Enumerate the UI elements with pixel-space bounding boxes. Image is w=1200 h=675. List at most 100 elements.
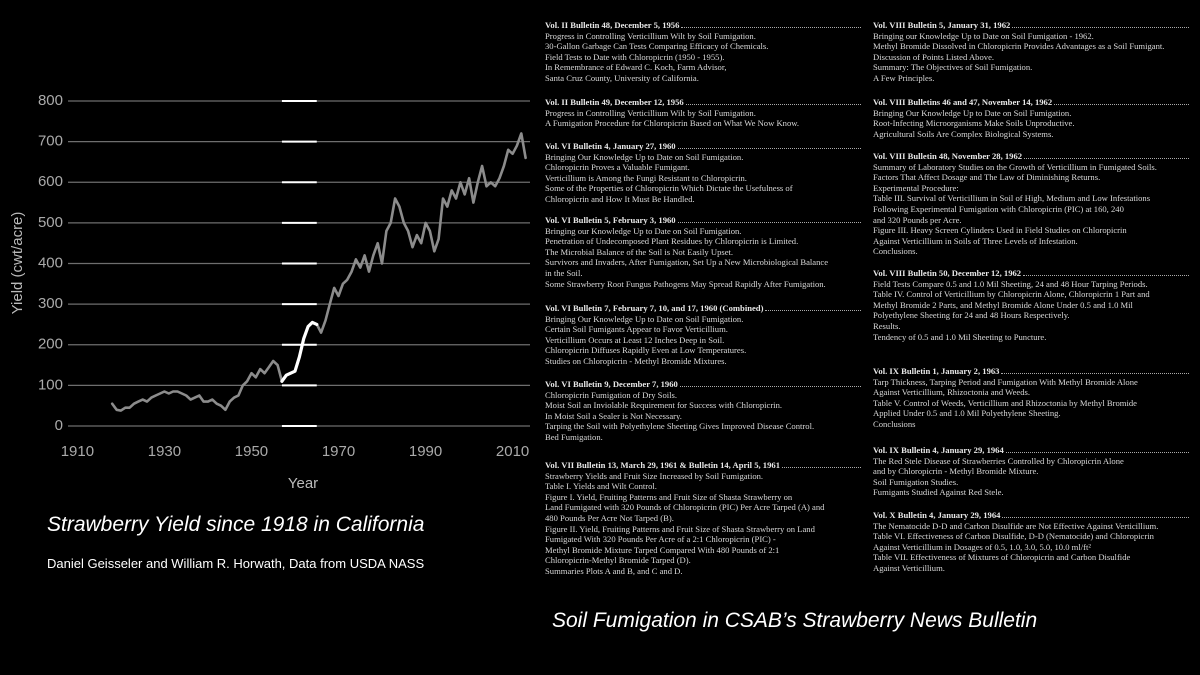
bulletin-heading: Vol. VIII Bulletin 48, November 28, 1962 xyxy=(873,151,1023,161)
bulletin-line: Methyl Bromide Dissolved in Chloropicrin… xyxy=(873,41,1165,52)
bulletin-entry: Vol. VII Bulletin 13, March 29, 1961 & B… xyxy=(545,460,863,577)
dot-leader xyxy=(681,20,861,28)
x-axis-label: Year xyxy=(288,475,318,492)
bulletin-line: Conclusions. xyxy=(873,246,918,257)
dot-leader xyxy=(1002,510,1189,518)
bulletin-entry: Vol. VI Bulletin 9, December 7, 1960 Chlo… xyxy=(545,379,863,443)
bulletin-line: Chloropicrin-Methyl Bromide Tarped (D). xyxy=(545,555,691,566)
bulletin-line: Applied Under 0.5 and 1.0 Mil Polyethyle… xyxy=(873,408,1061,419)
x-tick-label: 1970 xyxy=(322,443,355,460)
bulletin-line: A Few Principles. xyxy=(873,72,935,83)
bulletin-heading-row: Vol. VI Bulletin 4, January 27, 1960 xyxy=(545,141,863,152)
bulletin-heading: Vol. VIII Bulletin 5, January 31, 1962 xyxy=(873,20,1011,30)
y-tick-label: 200 xyxy=(38,336,63,353)
bulletin-line: 30-Gallon Garbage Can Tests Comparing Ef… xyxy=(545,41,769,52)
bulletin-line: Tarping the Soil with Polyethylene Sheet… xyxy=(545,421,815,432)
bulletin-line: Certain Soil Fumigants Appear to Favor V… xyxy=(545,324,728,335)
bulletin-line: Conclusions xyxy=(873,418,916,429)
bulletin-line: Fumigants Studied Against Red Stele. xyxy=(873,487,1004,498)
dot-leader xyxy=(677,141,861,149)
bulletin-line: Tarp Thickness, Tarping Period and Fumig… xyxy=(873,376,1138,387)
bulletin-heading: Vol. VII Bulletin 13, March 29, 1961 & B… xyxy=(545,460,780,470)
bulletin-line: The Red Stele Disease of Strawberries Co… xyxy=(873,455,1124,466)
dot-leader xyxy=(1001,366,1189,374)
yield-line xyxy=(280,320,319,383)
bulletin-line: Table VII. Effectiveness of Mixtures of … xyxy=(873,552,1131,563)
bulletin-line: Progress in Controlling Verticillium Wil… xyxy=(545,107,756,118)
bulletin-line: Results. xyxy=(873,320,901,331)
dot-leader xyxy=(685,97,861,105)
bulletin-heading-row: Vol. II Bulletin 48, December 5, 1956 xyxy=(545,20,863,31)
y-tick-label: 600 xyxy=(38,173,63,190)
bulletin-line: Against Verticillium, Rhizoctonia and We… xyxy=(873,387,1030,398)
dot-leader xyxy=(679,379,861,387)
bulletin-heading: Vol. VIII Bulletins 46 and 47, November … xyxy=(873,97,1053,107)
bulletin-line: In Moist Soil a Sealer is Not Necessary. xyxy=(545,410,682,421)
bulletin-line: Bringing our Knowledge Up to Date on Soi… xyxy=(873,30,1094,41)
bulletin-line: Studies on Chloropicrin - Methyl Bromide… xyxy=(545,355,727,366)
bulletin-entry: Vol. VI Bulletin 7, February 7, 10, and … xyxy=(545,303,863,367)
x-tick-label: 2010 xyxy=(496,443,529,460)
dot-leader xyxy=(765,303,861,311)
bulletin-line: Progress in Controlling Verticillium Wil… xyxy=(545,30,756,41)
bulletin-line: Chloropicrin Proves a Valuable Fumigant. xyxy=(545,162,690,173)
bulletin-line: Penetration of Undecomposed Plant Residu… xyxy=(545,236,799,247)
x-tick-label: 1950 xyxy=(235,443,268,460)
bulletin-line: Santa Cruz County, University of Califor… xyxy=(545,72,699,83)
bulletin-entry: Vol. IX Bulletin 1, January 2, 1963 Tarp … xyxy=(873,366,1191,430)
bulletin-entry: Vol. VI Bulletin 5, February 3, 1960 Brin… xyxy=(545,215,863,289)
bulletin-line: Against Verticillium. xyxy=(873,562,945,573)
bulletin-line: Bringing Our Knowledge Up to Date on Soi… xyxy=(545,151,744,162)
bulletin-line: Land Fumigated with 320 Pounds of Chloro… xyxy=(545,502,825,513)
bulletin-line: Strawberry Yields and Fruit Size Increas… xyxy=(545,470,764,481)
bulletin-line: Summaries Plots A and B, and C and D. xyxy=(545,565,683,576)
bulletin-heading: Vol. II Bulletin 49, December 12, 1956 xyxy=(545,97,684,107)
dot-leader xyxy=(677,215,861,223)
bulletin-heading-row: Vol. VIII Bulletin 5, January 31, 1962 xyxy=(873,20,1191,31)
bulletin-line: Figure III. Heavy Screen Cylinders Used … xyxy=(873,225,1127,236)
dot-leader xyxy=(1023,268,1189,276)
bulletin-heading: Vol. IX Bulletin 4, January 29, 1964 xyxy=(873,445,1004,455)
bulletin-heading-row: Vol. VIII Bulletins 46 and 47, November … xyxy=(873,97,1191,108)
bulletin-line: Root-Infecting Microorganisms Make Soils… xyxy=(873,118,1075,129)
dot-leader xyxy=(1024,151,1189,159)
bulletin-line: Field Tests to Date with Chloropicrin (1… xyxy=(545,51,725,62)
bulletin-line: and by Chloropicrin - Methyl Bromide Mix… xyxy=(873,466,1039,477)
bulletin-heading-row: Vol. II Bulletin 49, December 12, 1956 xyxy=(545,97,863,108)
bulletin-entry: Vol. VIII Bulletins 46 and 47, November … xyxy=(873,97,1191,139)
bulletin-line: Field Tests Compare 0.5 and 1.0 Mil Shee… xyxy=(873,278,1148,289)
bulletin-line: Bringing Our Knowledge Up to Date on Soi… xyxy=(545,313,744,324)
y-tick-label: 500 xyxy=(38,214,63,231)
bulletin-line: Methyl Bromide Mixture Tarped Compared W… xyxy=(545,544,780,555)
bulletin-line: and 320 Pounds per Acre. xyxy=(873,214,962,225)
bulletin-line: in the Soil. xyxy=(545,267,583,278)
bulletin-entry: Vol. II Bulletin 49, December 12, 1956 Pr… xyxy=(545,97,863,129)
bulletin-line: Discussion of Points Listed Above. xyxy=(873,51,995,62)
y-tick-label: 0 xyxy=(55,417,63,434)
bulletin-heading: Vol. X Bulletin 4, January 29, 1964 xyxy=(873,510,1001,520)
bulletin-heading: Vol. IX Bulletin 1, January 2, 1963 xyxy=(873,366,1000,376)
bulletin-line: Chloropicrin Fumigation of Dry Soils. xyxy=(545,389,678,400)
bulletin-line: Soil Fumigation Studies. xyxy=(873,476,959,487)
x-tick-label: 1930 xyxy=(148,443,181,460)
bulletin-line: Chloropicrin Diffuses Rapidly Even at Lo… xyxy=(545,345,747,356)
document-caption: Soil Fumigation in CSAB’s Strawberry New… xyxy=(552,609,1038,632)
bulletin-line: A Fumigation Procedure for Chloropicrin … xyxy=(545,118,800,129)
bulletin-line: Some Strawberry Root Fungus Pathogens Ma… xyxy=(545,278,826,289)
bulletin-heading-row: Vol. VIII Bulletin 50, December 12, 1962 xyxy=(873,268,1191,279)
bulletin-line: Verticillium Occurs at Least 12 Inches D… xyxy=(545,334,725,345)
dot-leader xyxy=(1012,20,1189,28)
bulletin-line: Chloropicrin and How It Must Be Handled. xyxy=(545,193,695,204)
bulletin-entry: Vol. VIII Bulletin 48, November 28, 1962… xyxy=(873,151,1191,257)
bulletin-heading: Vol. VIII Bulletin 50, December 12, 1962 xyxy=(873,268,1022,278)
bulletin-line: Moist Soil an Inviolable Requirement for… xyxy=(545,400,783,411)
bulletin-heading-row: Vol. IX Bulletin 4, January 29, 1964 xyxy=(873,445,1191,456)
y-tick-label: 100 xyxy=(38,376,63,393)
chart-credit: Daniel Geisseler and William R. Horwath,… xyxy=(47,556,425,571)
yield-line xyxy=(110,132,527,412)
bulletin-heading: Vol. VI Bulletin 7, February 7, 10, and … xyxy=(545,303,764,313)
bulletin-heading: Vol. VI Bulletin 4, January 27, 1960 xyxy=(545,141,676,151)
bulletin-heading-row: Vol. IX Bulletin 1, January 2, 1963 xyxy=(873,366,1191,377)
dot-leader xyxy=(1005,445,1189,453)
